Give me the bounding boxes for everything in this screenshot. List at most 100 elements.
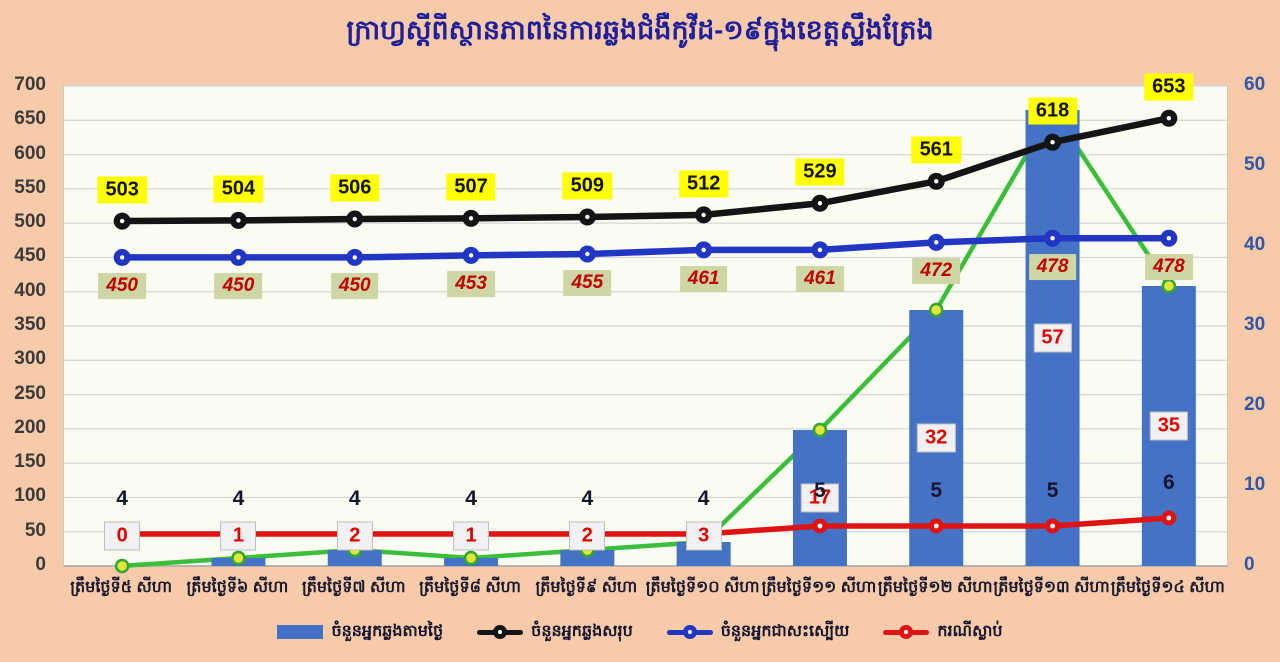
death-value-label: 4 xyxy=(697,486,710,510)
total-value-label: 529 xyxy=(795,158,845,186)
legend-line-swatch-icon xyxy=(883,624,930,640)
chart-title: ក្រាហ្វស្ដីពីស្ថានភាពនៃការឆ្លងជំងឺកូវីដ-… xyxy=(346,15,934,45)
daily-trend-line xyxy=(119,107,1172,569)
legend-bar-swatch-icon xyxy=(277,625,324,639)
recovered-line-marker-center xyxy=(934,240,939,245)
daily-value-label: 2 xyxy=(336,521,373,551)
daily-value-label: 1 xyxy=(453,521,490,551)
recovered-line-marker-center xyxy=(701,247,706,253)
death-value-label: 6 xyxy=(1163,470,1175,494)
legend-item: ចំនួនអ្នកឆ្លងតាមថ្ងៃ xyxy=(277,620,443,644)
death-value-label: 4 xyxy=(581,486,594,510)
legend-item: ចំនួនអ្នកជាសះស្បើយ xyxy=(666,620,850,644)
total-value-label: 504 xyxy=(213,175,264,203)
recovered-value-label: 455 xyxy=(563,270,612,296)
recovered-value-label: 461 xyxy=(796,265,844,292)
recovered-line-marker-center xyxy=(1050,236,1055,241)
legend-label: ចំនួនអ្នកឆ្លងសរុប xyxy=(531,623,633,640)
recovered-value-label: 450 xyxy=(214,273,263,300)
daily-value-label: 17 xyxy=(800,483,840,513)
legend: ចំនួនអ្នកឆ្លងតាមថ្ងៃ ចំនួនអ្នកឆ្លងសរុប ចំន… xyxy=(0,620,1280,644)
total-value-label: 512 xyxy=(678,170,729,198)
daily-trend-marker xyxy=(1161,278,1177,294)
death-value-label: 4 xyxy=(348,486,361,510)
daily-value-label: 0 xyxy=(104,521,141,551)
daily-trend-marker xyxy=(812,422,828,438)
total-value-label: 509 xyxy=(562,172,613,200)
total-line-marker-center xyxy=(119,218,125,224)
legend-item: ចំនួនអ្នកឆ្លងសរុប xyxy=(477,620,633,644)
left-axis-tick: 100 xyxy=(14,485,46,507)
daily-trend-marker xyxy=(114,558,130,574)
left-axis-tick: 600 xyxy=(14,142,46,164)
left-axis-tick: 450 xyxy=(14,245,46,267)
death-value-label: 4 xyxy=(465,486,477,510)
death-value-label: 4 xyxy=(232,486,245,510)
left-axis-tick: 350 xyxy=(14,314,46,335)
x-axis-label: ត្រឹមថ្ងៃទី១២ សីហា xyxy=(877,579,993,596)
right-axis-tick: 60 xyxy=(1244,74,1266,95)
recovered-line-marker-center xyxy=(468,253,474,258)
left-axis-tick: 300 xyxy=(14,348,46,370)
plot-area: 0 1 2 1 2 3 17 32 57 35 4 4 4 4 4 4 5 5 5 6 503 504 506 507 509 5… xyxy=(63,73,1228,574)
left-y-axis: 0 50 100 150 200 250 300 350 400 450 500 550 600 650 7… xyxy=(0,74,56,575)
daily-value-label: 57 xyxy=(1033,323,1072,353)
recovered-value-label: 478 xyxy=(1144,254,1193,281)
death-value-label: 5 xyxy=(814,478,826,502)
left-axis-tick: 50 xyxy=(24,519,46,541)
total-line-marker-center xyxy=(1050,140,1055,145)
right-axis-tick: 0 xyxy=(1244,554,1255,575)
left-axis-tick: 200 xyxy=(14,416,46,438)
left-axis-tick: 550 xyxy=(14,176,46,198)
bar xyxy=(560,550,615,566)
right-axis-tick: 30 xyxy=(1244,314,1266,335)
total-line-marker-center xyxy=(701,212,706,218)
recovered-value-label: 450 xyxy=(330,273,379,300)
left-axis-tick: 500 xyxy=(14,211,46,233)
recovered-line-marker-center xyxy=(352,255,357,260)
x-axis-label: ត្រឹមថ្ងៃទី៨ សីហា xyxy=(419,579,521,596)
total-value-label: 507 xyxy=(446,173,496,201)
x-axis-label: ត្រឹមថ្ងៃទី១១ សីហា xyxy=(761,579,877,596)
legend-line-swatch-icon xyxy=(477,624,524,640)
total-value-label: 653 xyxy=(1144,73,1194,101)
death-line-marker-center xyxy=(1050,523,1055,529)
x-axis: ត្រឹមថ្ងៃទី៥ សីហា ត្រឹមថ្ងៃទី៦ សីហា ត្រឹមថ… xyxy=(63,576,1226,604)
x-axis-label: ត្រឹមថ្ងៃទី៧ សីហា xyxy=(301,579,406,596)
x-axis-label: ត្រឹមថ្ងៃទី៥ សីហា xyxy=(70,579,173,596)
left-axis-tick: 650 xyxy=(14,108,46,130)
total-line-marker-center xyxy=(585,214,590,220)
legend-line-swatch-icon xyxy=(666,624,713,640)
left-axis-tick: 0 xyxy=(35,554,46,575)
total-line-marker-center xyxy=(817,201,823,206)
legend-item: ករណីស្លាប់ xyxy=(883,620,1003,644)
death-value-label: 5 xyxy=(930,478,943,502)
x-axis-label: ត្រឹមថ្ងៃទី១៤ សីហា xyxy=(1110,579,1225,596)
bar xyxy=(327,550,382,566)
daily-value-label: 3 xyxy=(685,521,722,551)
recovered-value-label: 450 xyxy=(98,273,146,300)
right-axis-tick: 20 xyxy=(1244,394,1266,415)
legend-label: ចំនួនអ្នកឆ្លងតាមថ្ងៃ xyxy=(331,623,444,640)
recovered-value-label: 478 xyxy=(1028,254,1077,281)
total-value-label: 503 xyxy=(97,176,147,204)
x-axis-label: ត្រឹមថ្ងៃទី១០ សីហា xyxy=(645,579,760,596)
daily-value-label: 32 xyxy=(917,423,956,453)
total-value-label: 561 xyxy=(911,136,961,164)
daily-trend-marker xyxy=(929,302,944,318)
legend-label: ករណីស្លាប់ xyxy=(937,623,1003,640)
total-line-marker-center xyxy=(236,218,241,223)
total-line-marker-center xyxy=(934,179,939,184)
x-axis-label: ត្រឹមថ្ងៃទី៦ សីហា xyxy=(186,579,289,596)
left-axis-tick: 700 xyxy=(14,74,46,95)
daily-value-label: 1 xyxy=(220,521,257,551)
legend-label: ចំនួនអ្នកជាសះស្បើយ xyxy=(720,623,850,640)
death-value-label: 4 xyxy=(116,486,128,510)
death-line-marker-center xyxy=(817,523,823,529)
total-value-label: 506 xyxy=(330,174,380,202)
daily-value-label: 2 xyxy=(569,521,606,551)
recovered-value-label: 453 xyxy=(447,271,495,298)
recovered-value-label: 461 xyxy=(679,265,728,292)
death-line-marker-center xyxy=(933,523,939,529)
